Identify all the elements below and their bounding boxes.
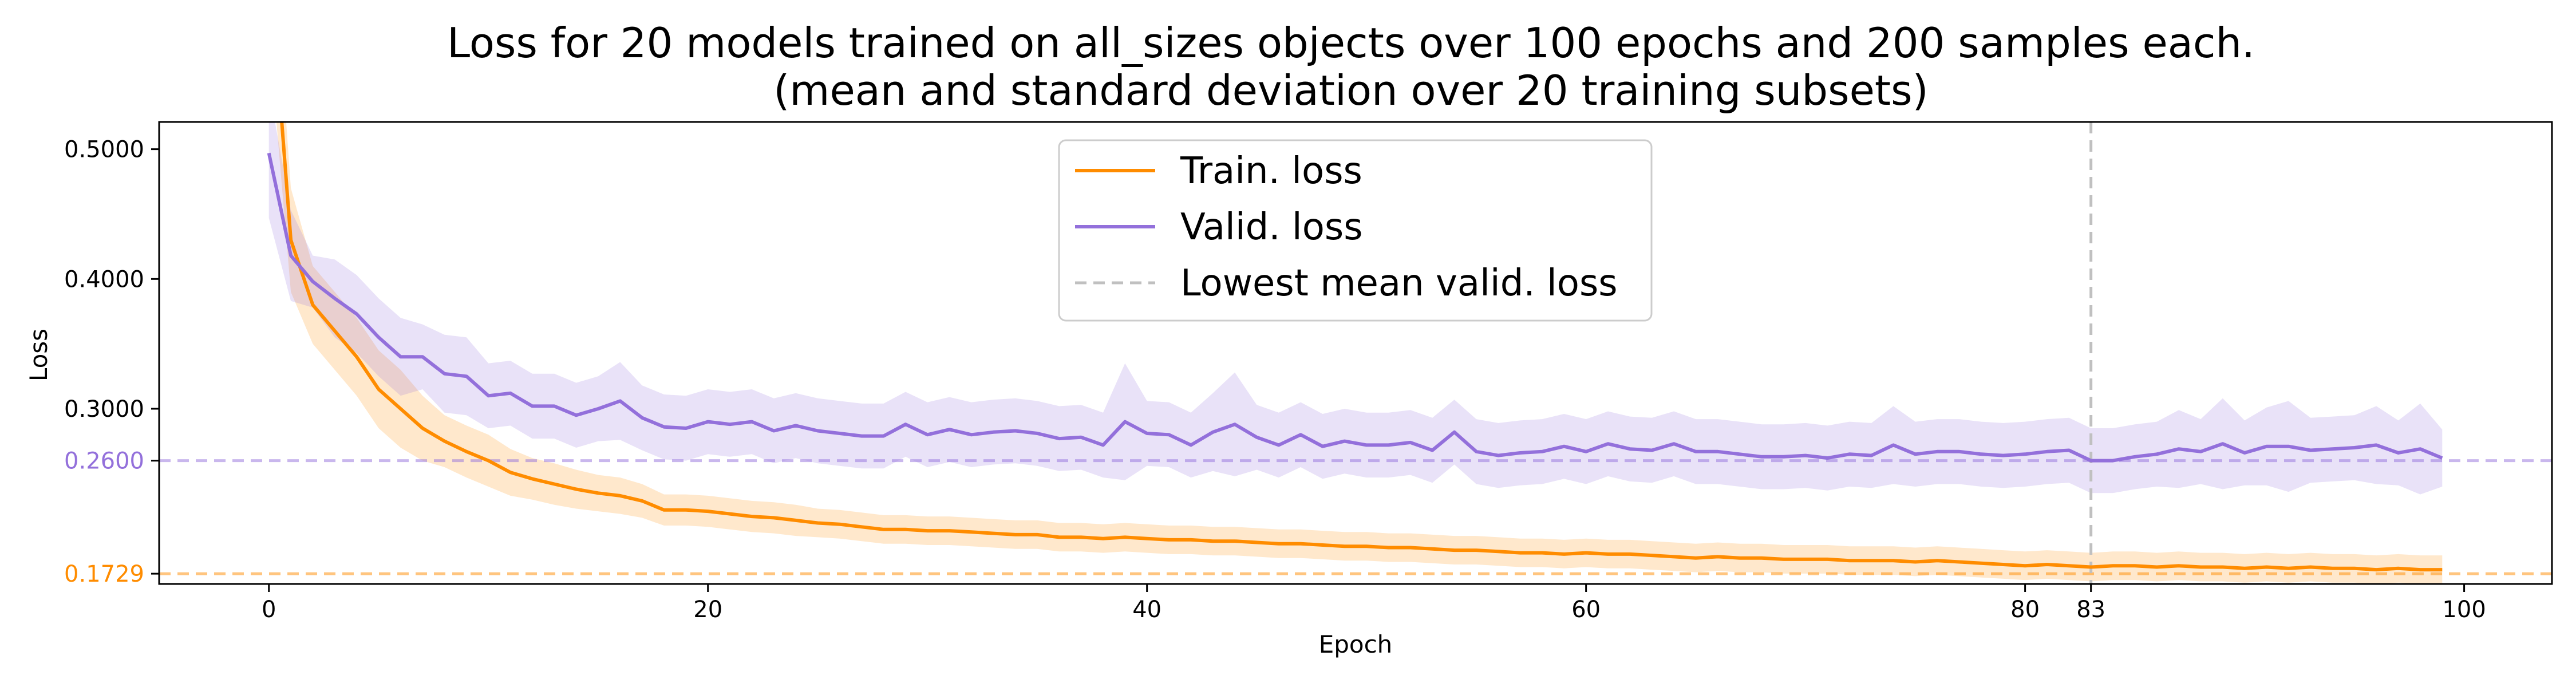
x-axis-ticks: 0 20 40 60 80 83 100 xyxy=(262,584,2486,623)
chart-title-line2: (mean and standard deviation over 20 tra… xyxy=(773,66,1929,114)
legend-box xyxy=(1058,139,1653,322)
y-tick-label-colored: 0.2600 xyxy=(64,448,144,475)
y-axis-label: Loss xyxy=(25,329,53,381)
y-tick-label: 0.4000 xyxy=(64,266,144,293)
legend-train-label: Train. loss xyxy=(1180,150,1362,192)
x-tick-label: 40 xyxy=(1132,597,1161,623)
mean-line-valid xyxy=(267,152,2443,463)
std-band-valid xyxy=(268,122,2443,495)
legend-best-label: Lowest mean valid. loss xyxy=(1180,262,1618,305)
x-tick-label: 20 xyxy=(693,597,722,623)
legend-valid-label: Valid. loss xyxy=(1180,206,1363,248)
y-tick-label-colored: 0.1729 xyxy=(64,561,144,587)
y-tick-label: 0.3000 xyxy=(64,396,144,423)
legend: Train. loss Valid. loss Lowest mean vali… xyxy=(1058,139,1653,322)
x-tick-label: 80 xyxy=(2010,597,2040,623)
x-tick-label: 60 xyxy=(1571,597,1601,623)
x-tick-label: 100 xyxy=(2442,597,2486,623)
plot-frame xyxy=(158,121,2553,585)
y-axis-ticks: 0.5000 0.4000 0.3000 0.2600 0.1729 xyxy=(64,137,159,587)
mean-line-train xyxy=(280,122,2443,572)
std-bands xyxy=(268,122,2443,584)
chart-title-line1: Loss for 20 models trained on all_sizes … xyxy=(447,19,2255,67)
x-tick-label: 83 xyxy=(2076,597,2105,623)
reference-lines xyxy=(159,122,2552,584)
x-tick-label: 0 xyxy=(262,597,276,623)
x-axis-label: Epoch xyxy=(1319,630,1393,658)
y-tick-label: 0.5000 xyxy=(64,137,144,163)
mean-lines xyxy=(267,122,2443,572)
